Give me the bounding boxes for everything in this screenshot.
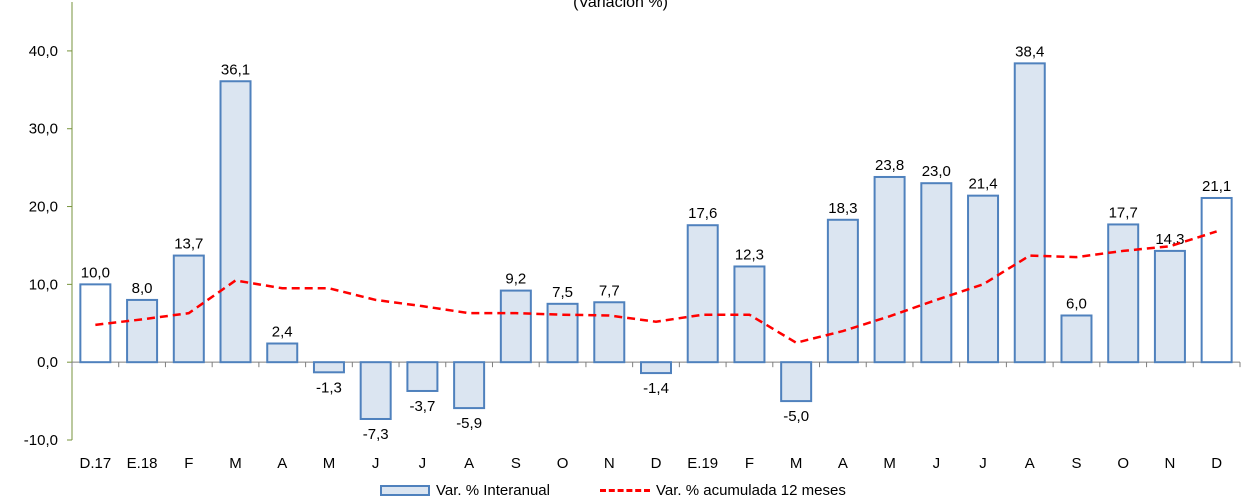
bar — [546, 302, 579, 364]
bar — [359, 361, 392, 420]
legend-line-label: Var. % acumulada 12 meses — [656, 482, 846, 499]
bar — [126, 298, 159, 364]
legend-bar-swatch — [380, 485, 430, 496]
bar — [406, 361, 439, 392]
x-tick-label: J — [372, 455, 380, 472]
bar — [686, 224, 719, 364]
bar — [79, 283, 112, 364]
bar — [826, 218, 859, 364]
x-tick-label: J — [419, 455, 427, 472]
x-tick-label: N — [604, 455, 615, 472]
x-tick-label: F — [184, 455, 193, 472]
data-label: 17,7 — [1109, 204, 1138, 221]
data-label: 23,8 — [875, 157, 904, 174]
data-label: 18,3 — [828, 200, 857, 217]
data-label: 10,0 — [81, 264, 110, 281]
bar — [593, 301, 626, 364]
bar — [1107, 223, 1140, 364]
x-tick-label: A — [277, 455, 287, 472]
bar — [780, 361, 813, 403]
x-tick-label: J — [933, 455, 941, 472]
bar — [873, 175, 906, 364]
bar — [499, 289, 532, 364]
legend-line-swatch — [600, 489, 650, 492]
x-tick-label: E.19 — [687, 455, 718, 472]
y-tick-label: 0,0 — [37, 354, 58, 371]
x-tick-label: A — [838, 455, 848, 472]
data-label: 17,6 — [688, 205, 717, 222]
bar — [219, 80, 252, 364]
bar — [453, 361, 486, 410]
x-tick-label: A — [464, 455, 474, 472]
bar — [640, 361, 672, 375]
data-label: -5,9 — [456, 415, 482, 432]
x-tick-label: O — [557, 455, 569, 472]
data-label: -1,3 — [316, 379, 342, 396]
bar — [1200, 196, 1233, 364]
x-tick-label: M — [323, 455, 336, 472]
x-tick-label: D — [1211, 455, 1222, 472]
data-label: 38,4 — [1015, 43, 1044, 60]
data-label: 7,7 — [599, 282, 620, 299]
bar — [172, 254, 205, 364]
x-tick-label: J — [979, 455, 987, 472]
line-series-acumulada — [95, 230, 1218, 345]
bar — [967, 194, 1000, 364]
bar — [920, 182, 953, 364]
x-tick-label: M — [229, 455, 242, 472]
x-tick-label: S — [511, 455, 521, 472]
data-label: 23,0 — [922, 163, 951, 180]
data-label: 36,1 — [221, 61, 250, 78]
data-label: -5,0 — [783, 408, 809, 425]
data-label: 8,0 — [132, 280, 153, 297]
y-tick-label: 40,0 — [29, 43, 58, 60]
y-tick-label: -10,0 — [24, 432, 58, 449]
y-tick-label: 20,0 — [29, 199, 58, 216]
bar — [1153, 249, 1186, 364]
x-tick-label: A — [1025, 455, 1035, 472]
legend-item-line: Var. % acumulada 12 meses — [600, 482, 846, 499]
bar — [1013, 62, 1046, 364]
data-label: 21,1 — [1202, 178, 1231, 195]
data-label: 6,0 — [1066, 295, 1087, 312]
x-tick-label: S — [1071, 455, 1081, 472]
bar — [266, 342, 299, 364]
x-tick-label: E.18 — [127, 455, 158, 472]
x-tick-label: F — [745, 455, 754, 472]
data-label: -3,7 — [409, 398, 435, 415]
data-label: 9,2 — [505, 271, 526, 288]
chart-legend: Var. % Interanual Var. % acumulada 12 me… — [0, 482, 1241, 502]
x-tick-label: D — [651, 455, 662, 472]
legend-item-bars: Var. % Interanual — [380, 482, 550, 499]
x-tick-label: D.17 — [80, 455, 112, 472]
data-label: 13,7 — [174, 236, 203, 253]
data-label: 21,4 — [968, 176, 997, 193]
legend-bar-label: Var. % Interanual — [436, 482, 550, 499]
x-tick-label: M — [790, 455, 803, 472]
data-label: 2,4 — [272, 324, 293, 341]
x-tick-label: M — [883, 455, 896, 472]
y-tick-label: 10,0 — [29, 276, 58, 293]
x-tick-label: O — [1117, 455, 1129, 472]
y-tick-label: 30,0 — [29, 121, 58, 138]
data-label: 7,5 — [552, 284, 573, 301]
bar-line-chart: -10,0 0,0 10,0 20,0 30,0 40,0 D.17 E.18 F M A M J J A S… — [24, 2, 1241, 472]
data-label: 14,3 — [1155, 231, 1184, 248]
bar — [1060, 314, 1093, 364]
bar — [312, 361, 345, 374]
data-label: -7,3 — [363, 426, 389, 443]
x-tick-label: N — [1164, 455, 1175, 472]
data-label: -1,4 — [643, 380, 669, 397]
chart-subtitle: (Variación %) — [573, 0, 668, 11]
data-label: 12,3 — [735, 246, 764, 263]
